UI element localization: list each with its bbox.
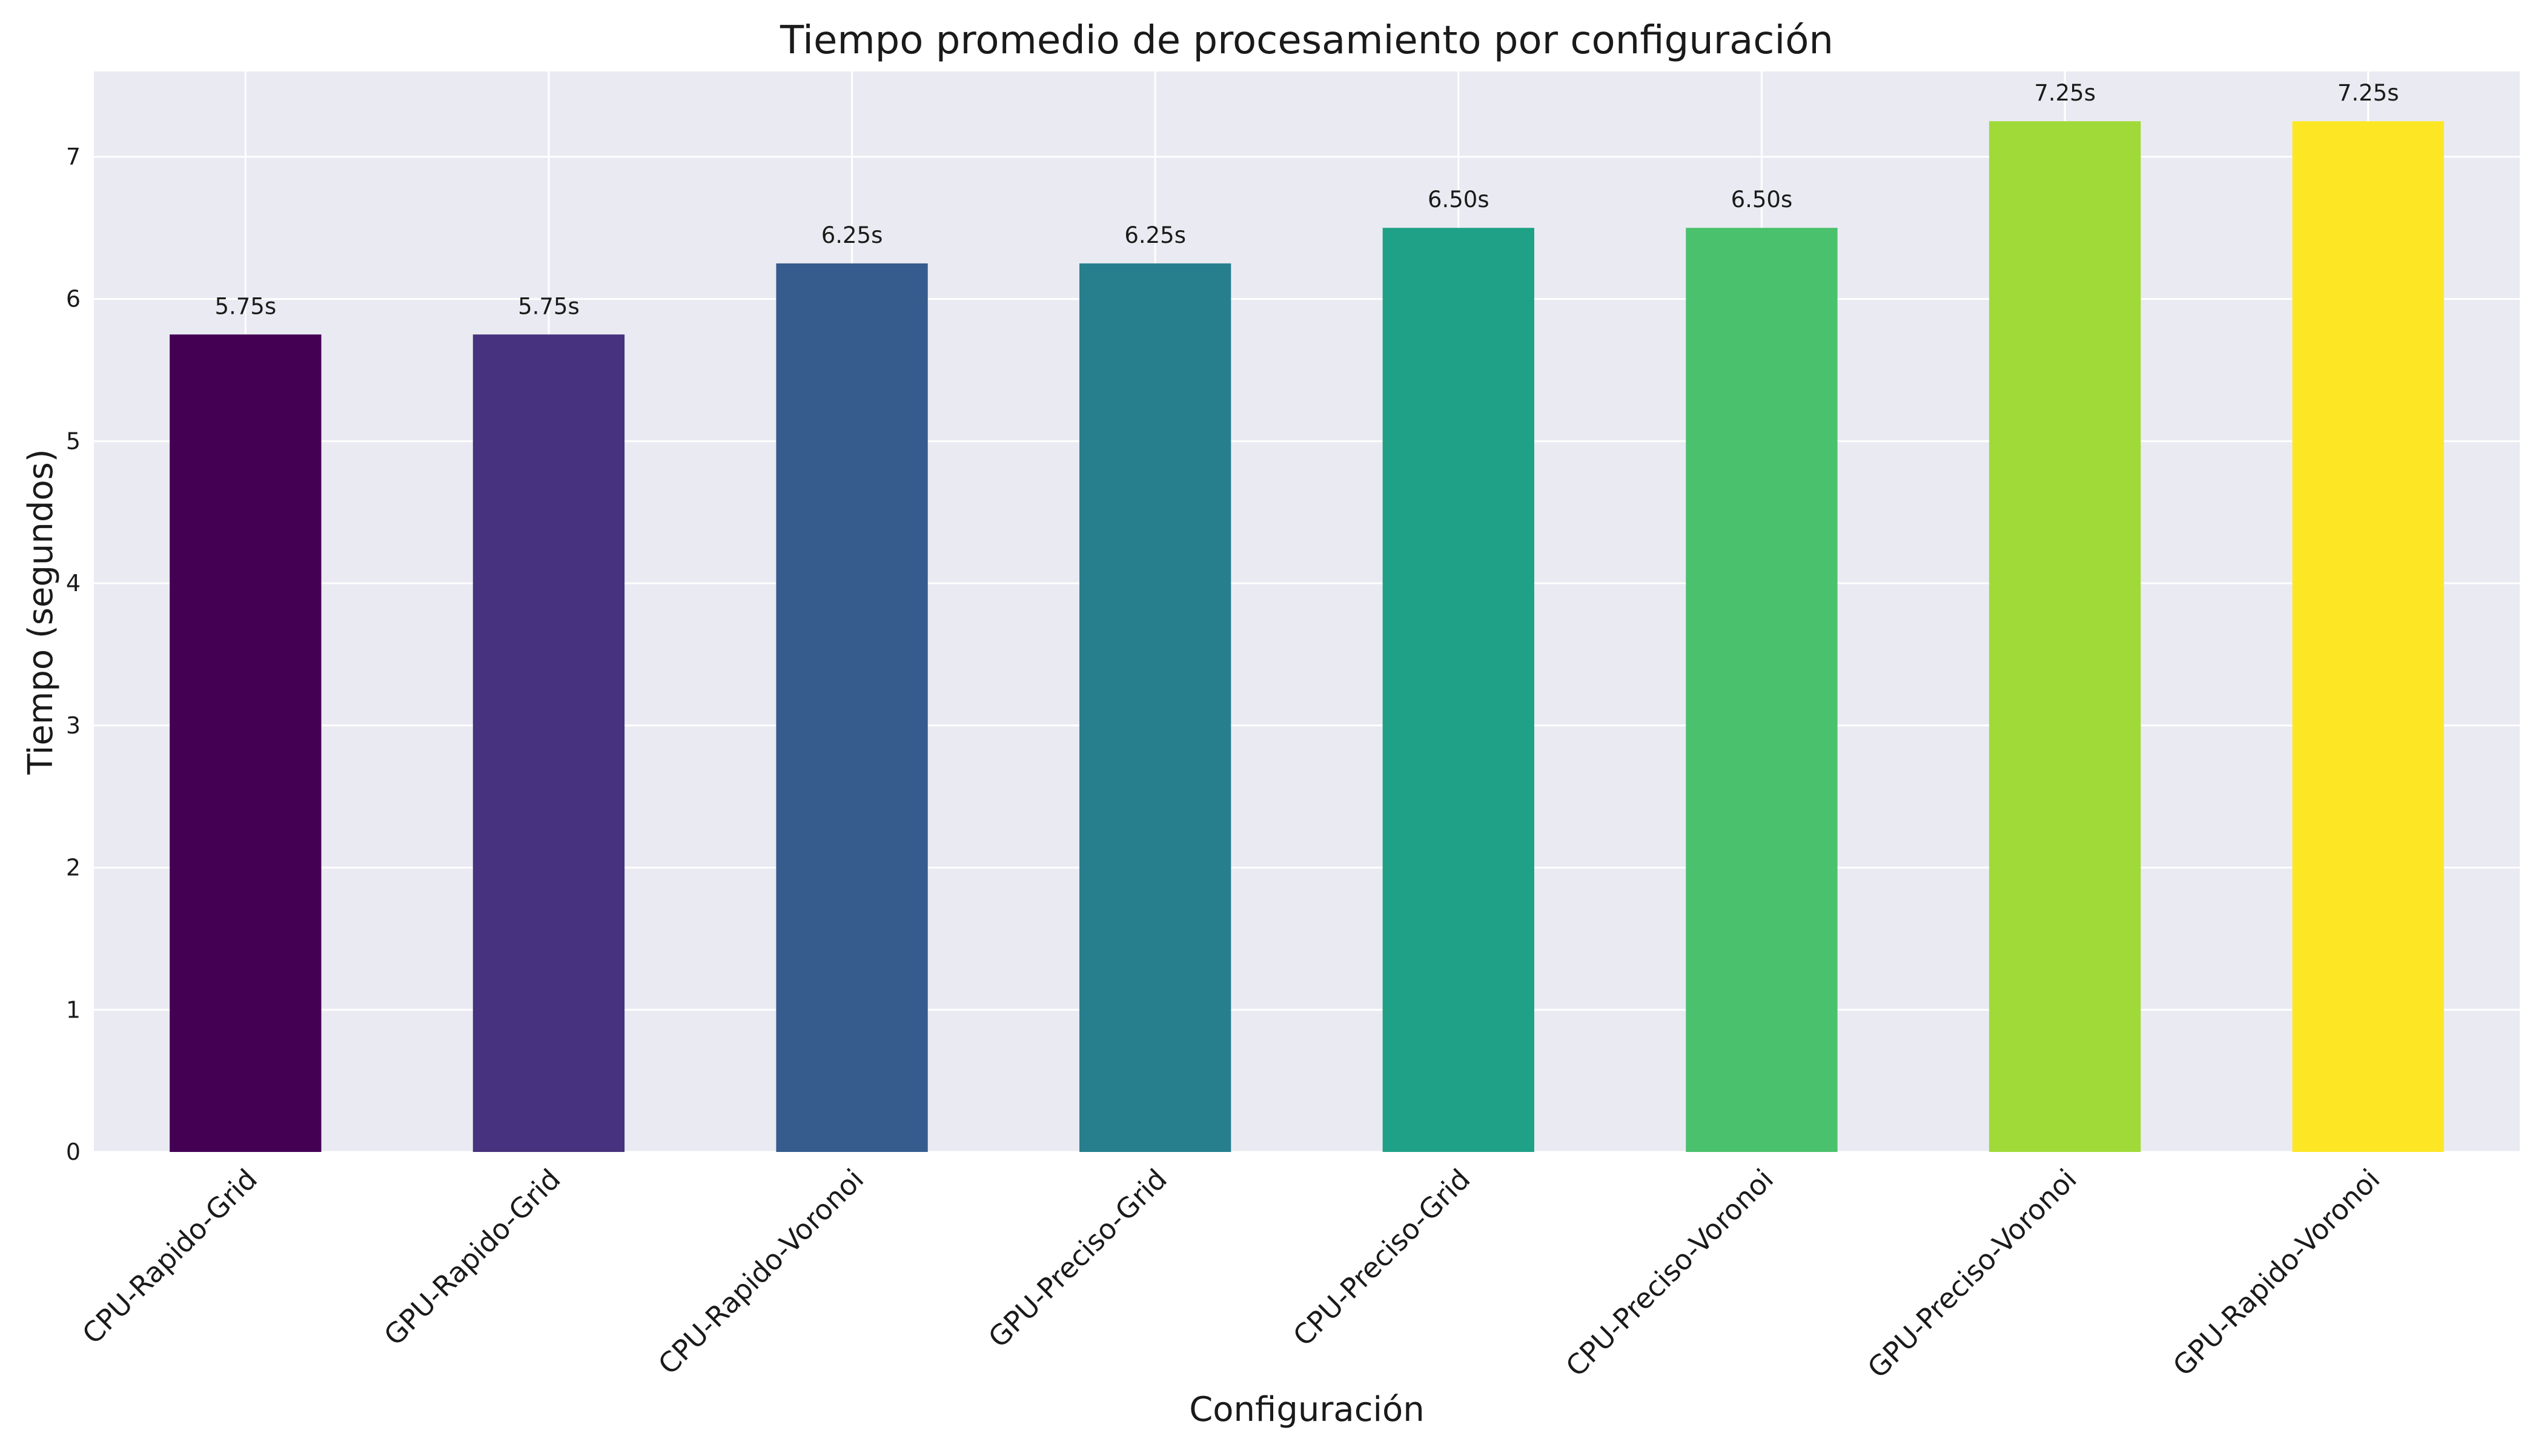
x-tick-label: CPU-Rapido-Voronoi <box>652 1163 870 1381</box>
bar <box>472 334 625 1152</box>
bar <box>776 263 928 1152</box>
bars <box>170 121 2444 1152</box>
bar-value-label: 5.75s <box>518 293 580 319</box>
bar <box>170 334 322 1152</box>
bar-value-label: 6.25s <box>821 222 883 248</box>
y-tick-label: 4 <box>66 570 81 597</box>
x-tick-label: GPU-Rapido-Grid <box>377 1163 566 1352</box>
x-tick-label: CPU-Rapido-Grid <box>76 1163 263 1351</box>
bar-value-label: 6.50s <box>1428 187 1489 213</box>
x-tick-label: GPU-Preciso-Voronoi <box>1861 1163 2083 1385</box>
bar-value-label: 6.50s <box>1731 187 1793 213</box>
y-axis-title: Tiempo (segundos) <box>21 449 61 775</box>
y-tick-label: 7 <box>66 144 81 170</box>
x-axis-ticks: CPU-Rapido-Grid GPU-Rapido-Grid CPU-Rapido… <box>76 1163 2386 1385</box>
bar <box>1382 228 1534 1152</box>
y-tick-label: 1 <box>66 996 81 1023</box>
y-tick-label: 6 <box>66 286 81 313</box>
x-tick-label: CPU-Preciso-Voronoi <box>1560 1163 1780 1383</box>
bar-value-label: 6.25s <box>1124 222 1186 248</box>
x-axis-title: Configuración <box>1189 1390 1425 1429</box>
y-tick-label: 0 <box>66 1139 81 1165</box>
plot-area <box>94 71 2520 1152</box>
data-labels: 5.75s 5.75s 6.25s 6.25s 6.50s 6.50s 7.25s 7.25s <box>214 80 2399 319</box>
chart-title: Tiempo promedio de procesamiento por con… <box>780 18 1833 63</box>
bar <box>2292 121 2444 1152</box>
bar-value-label: 7.25s <box>2337 80 2399 106</box>
x-tick-label: CPU-Preciso-Grid <box>1287 1163 1476 1352</box>
bar <box>1989 121 2141 1152</box>
y-axis-ticks: 0 1 2 3 4 5 6 7 <box>66 144 81 1165</box>
y-tick-label: 5 <box>66 428 81 454</box>
y-tick-label: 3 <box>66 712 81 739</box>
y-tick-label: 2 <box>66 855 81 881</box>
x-tick-label: GPU-Rapido-Voronoi <box>2167 1163 2387 1383</box>
bar <box>1079 263 1231 1152</box>
bar <box>1686 228 1838 1152</box>
bar-value-label: 7.25s <box>2034 80 2096 106</box>
bar-value-label: 5.75s <box>214 293 276 319</box>
x-tick-label: GPU-Preciso-Grid <box>982 1163 1173 1354</box>
